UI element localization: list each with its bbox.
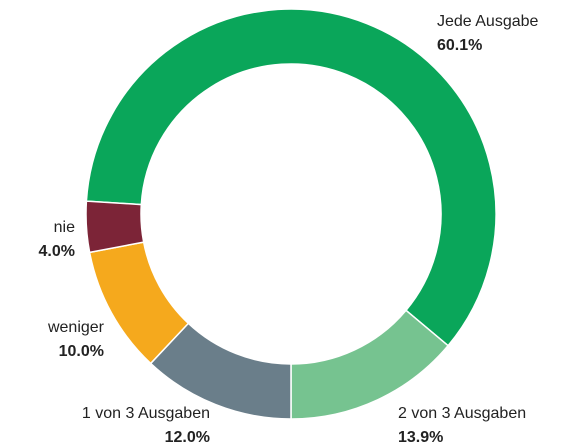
value-label: 4.0% xyxy=(39,243,75,260)
value-label: 10.0% xyxy=(59,343,104,360)
segment-label: 2 von 3 Ausgaben xyxy=(398,405,526,422)
value-label: 60.1% xyxy=(437,37,482,54)
value-label: 13.9% xyxy=(398,429,443,446)
value-label: 12.0% xyxy=(165,429,210,446)
donut-segment xyxy=(85,8,497,347)
segment-label: weniger xyxy=(47,319,105,336)
segment-label: nie xyxy=(54,219,75,236)
donut-segment xyxy=(85,200,145,254)
segment-label: 1 von 3 Ausgaben xyxy=(82,405,210,422)
segment-label: Jede Ausgabe xyxy=(437,13,539,30)
donut-segment xyxy=(290,309,450,420)
